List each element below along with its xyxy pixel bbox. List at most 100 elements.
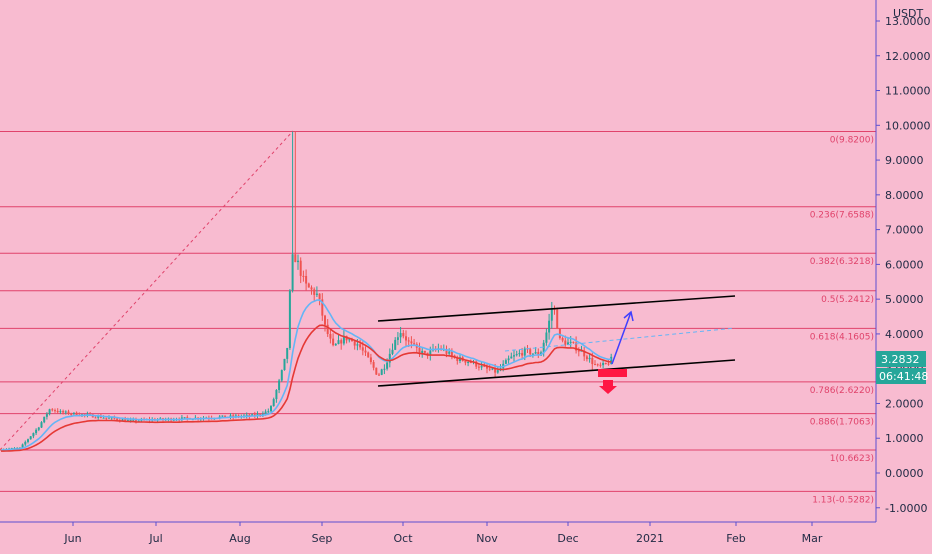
candle-body — [510, 356, 513, 359]
candle-body — [229, 415, 232, 417]
currency-label: USDT — [893, 7, 924, 20]
candle-body — [610, 356, 613, 364]
candle-body — [116, 418, 119, 420]
channel-upper-line[interactable] — [377, 295, 736, 322]
candle-body — [464, 360, 467, 363]
candle-body — [324, 315, 326, 325]
candle-body — [558, 328, 561, 339]
candle-body — [105, 417, 108, 419]
candle-body — [302, 275, 305, 277]
channel-mid-line[interactable] — [504, 327, 736, 352]
candle-body — [575, 342, 578, 351]
candle-body — [351, 339, 353, 342]
candle-body — [561, 338, 564, 341]
bearish-arrow-icon[interactable] — [599, 380, 617, 394]
candle-body — [10, 448, 13, 450]
candle-body — [375, 367, 378, 375]
candle-body — [299, 260, 302, 276]
candle-body — [62, 411, 65, 413]
time-tick-label: Nov — [476, 532, 498, 545]
price-tick-label: 1.0000 — [885, 432, 924, 445]
candle-body — [48, 409, 51, 415]
candle-body — [113, 417, 116, 419]
price-tick-label: 12.0000 — [885, 50, 931, 63]
last-price-value: 3.2832 — [881, 353, 920, 366]
candle-body — [288, 290, 291, 349]
candle-body — [588, 357, 591, 360]
candle-body — [129, 419, 132, 421]
candle-body — [577, 350, 580, 352]
candle-body — [372, 362, 375, 368]
price-axis[interactable]: 13.0000 12.0000 11.0000 10.0000 9.0000 8.0000… — [876, 15, 931, 515]
candle-body — [245, 414, 248, 416]
channel-lower-line[interactable] — [377, 359, 736, 387]
candle-body — [531, 353, 534, 355]
candle-body — [318, 293, 321, 300]
candle-body — [232, 415, 235, 417]
countdown-value: 06:41:48 — [879, 370, 928, 383]
candle-body — [607, 363, 610, 365]
support-box[interactable] — [598, 369, 627, 377]
candle-body — [488, 368, 491, 370]
fibonacci-labels: 0(9.8200) 0.236(7.6588) 0.382(6.3218) 0.5(5… — [810, 136, 874, 506]
candle-body — [367, 352, 370, 358]
candle-body — [224, 415, 227, 418]
candle-body — [294, 254, 297, 263]
candle-body — [221, 415, 224, 417]
price-tick-label: 2.0000 — [885, 397, 924, 410]
candle-body — [410, 341, 413, 344]
candle-body — [569, 341, 572, 343]
candle-body — [491, 368, 494, 370]
candle-body — [102, 417, 105, 419]
candle-body — [40, 422, 43, 428]
candle-body — [413, 343, 416, 345]
candle-body — [534, 352, 537, 354]
candle-body — [337, 340, 340, 344]
time-tick-label: Sep — [312, 532, 333, 545]
candle-body — [496, 370, 499, 373]
time-tick-label: Oct — [393, 532, 413, 545]
candle-body — [135, 419, 137, 422]
candle-body — [297, 260, 299, 263]
candle-body — [445, 349, 448, 354]
candle-body — [599, 364, 602, 366]
bullish-projection-arrow[interactable] — [611, 310, 634, 365]
candle-body — [183, 417, 186, 419]
candle-body — [248, 414, 251, 417]
candle-body — [124, 419, 127, 422]
candle-body — [383, 368, 386, 370]
candle-body — [56, 410, 59, 413]
candle-body — [291, 254, 294, 291]
candle-body — [450, 351, 453, 356]
candle-body — [596, 364, 599, 366]
candle-body — [591, 357, 594, 365]
candle-body — [264, 411, 267, 415]
candle-body — [359, 344, 362, 348]
fib-level-label: 0.786(2.6220) — [810, 386, 874, 396]
candle-body — [469, 361, 472, 363]
candle-body — [361, 347, 364, 351]
candle-body — [480, 365, 483, 368]
candle-body — [391, 349, 394, 354]
candle-body — [545, 332, 548, 343]
candle-body — [342, 335, 345, 344]
candle-body — [388, 353, 391, 363]
candle-body — [51, 409, 54, 411]
candle-body — [353, 341, 356, 346]
candle-body — [259, 414, 262, 416]
time-tick-label: Jul — [148, 532, 162, 545]
candle-body — [348, 339, 351, 341]
fib-level-label: 0.886(1.7063) — [810, 418, 874, 428]
candle-body — [580, 350, 583, 352]
candle-body — [110, 417, 113, 419]
fib-trend-line[interactable] — [0, 130, 294, 451]
price-tick-label: 9.0000 — [885, 154, 924, 167]
price-tick-label: 11.0000 — [885, 85, 931, 98]
candle-body — [307, 283, 310, 288]
candle-body — [21, 444, 24, 448]
time-axis[interactable]: Jun Jul Aug Sep Oct Nov Dec 2021 Feb Mar — [63, 522, 823, 545]
price-tick-label: 8.0000 — [885, 189, 924, 202]
countdown-tag — [876, 368, 926, 384]
candle-body — [585, 356, 588, 360]
